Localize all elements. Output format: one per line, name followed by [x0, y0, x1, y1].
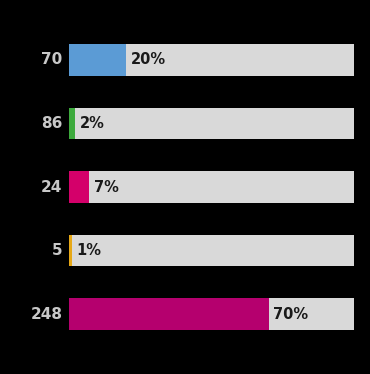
Bar	[70, 298, 354, 330]
Bar	[70, 171, 354, 203]
Bar	[70, 44, 127, 76]
Text: 2%: 2%	[80, 116, 104, 131]
Bar	[70, 108, 75, 140]
Text: 20%: 20%	[131, 52, 166, 67]
Bar	[70, 234, 354, 266]
Text: 7%: 7%	[94, 180, 118, 194]
Text: 248: 248	[30, 307, 62, 322]
Bar	[70, 234, 72, 266]
Text: 86: 86	[41, 116, 62, 131]
Text: 70: 70	[41, 52, 62, 67]
Bar	[70, 298, 269, 330]
Text: 70%: 70%	[273, 307, 308, 322]
Bar	[70, 44, 354, 76]
Bar	[70, 171, 90, 203]
Bar	[70, 108, 354, 140]
Text: 24: 24	[41, 180, 62, 194]
Text: 1%: 1%	[77, 243, 101, 258]
Text: 5: 5	[52, 243, 62, 258]
